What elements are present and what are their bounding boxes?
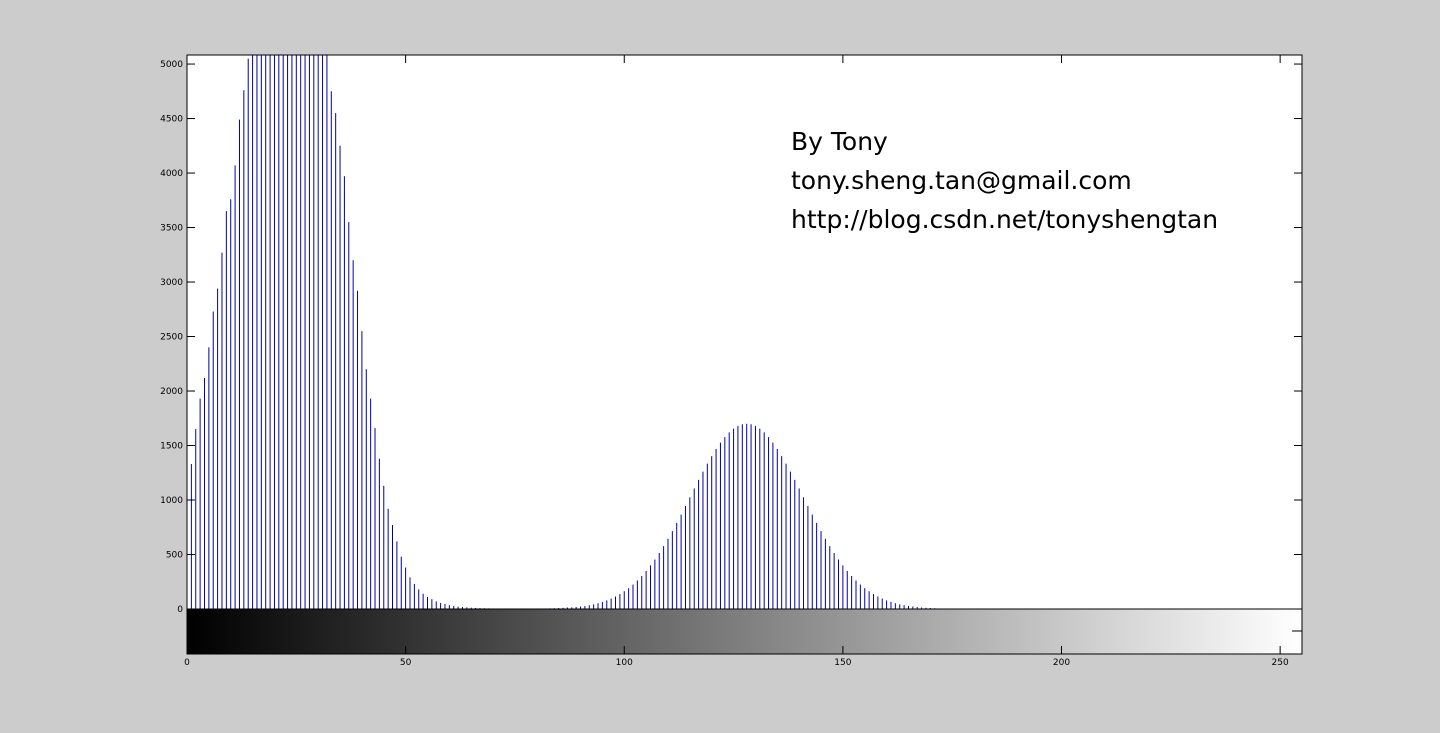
x-tick-label: 50 [400,658,412,668]
x-tick-label: 200 [1053,658,1070,668]
x-tick-label: 150 [834,658,851,668]
y-tick-label: 2000 [160,387,183,397]
annotation: tony.sheng.tan@gmail.com [791,166,1132,195]
y-tick-label: 2500 [160,333,183,343]
colorbar [187,609,1302,654]
y-tick-label: 1500 [160,442,183,452]
y-tick-label: 0 [177,605,183,615]
x-tick-label: 100 [616,658,633,668]
x-tick-label: 0 [184,658,190,668]
y-tick-label: 3000 [160,278,183,288]
x-tick-label: 250 [1272,658,1289,668]
y-tick-label: 4500 [160,115,183,125]
y-tick-label: 5000 [160,60,183,70]
stems [187,55,975,609]
y-tick-label: 4000 [160,169,183,179]
annotation: http://blog.csdn.net/tonyshengtan [791,205,1218,234]
y-tick-label: 3500 [160,224,183,234]
plot-area [187,55,1302,609]
annotation: By Tony [791,127,888,156]
y-tick-label: 500 [166,551,183,561]
y-tick-label: 1000 [160,496,183,506]
